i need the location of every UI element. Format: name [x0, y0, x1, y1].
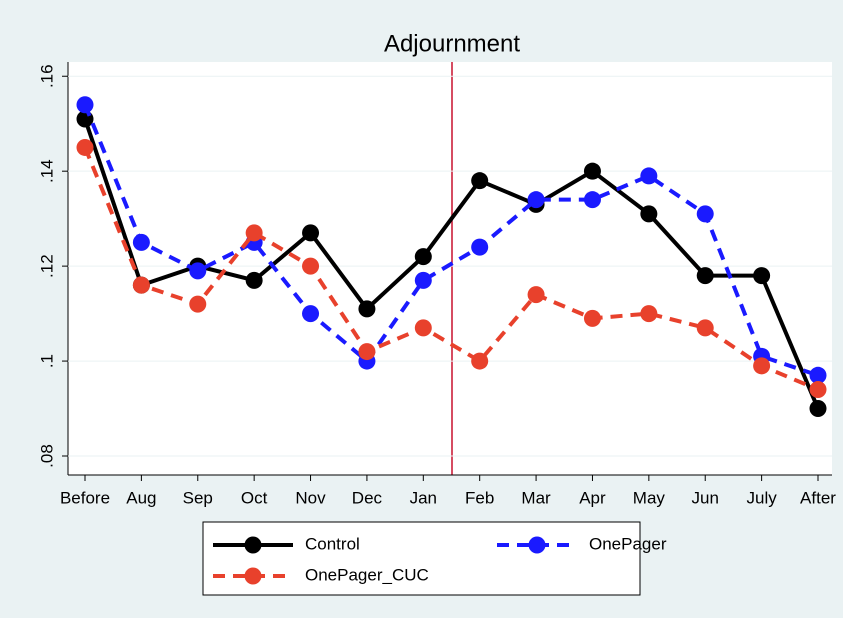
data-point [753, 267, 771, 285]
x-tick-label: After [800, 488, 836, 507]
data-point [358, 300, 376, 318]
data-point [527, 286, 545, 304]
data-point [358, 343, 376, 361]
data-point [189, 262, 207, 280]
x-tick-label: Dec [352, 488, 383, 507]
legend-marker [528, 536, 546, 554]
data-point [414, 319, 432, 337]
y-tick-label: .1 [37, 354, 56, 368]
series-line [83, 118, 820, 410]
data-point [471, 238, 489, 256]
data-point [471, 172, 489, 190]
chart-title: Adjournment [384, 30, 520, 57]
plot-area [68, 62, 832, 475]
data-point [302, 224, 320, 242]
y-tick-label: .12 [37, 254, 56, 278]
series-line [83, 103, 819, 378]
data-point [809, 400, 827, 418]
data-point [245, 271, 263, 289]
x-tick-label: Jan [410, 488, 437, 507]
data-point [583, 309, 601, 327]
data-point [76, 138, 94, 156]
x-tick-label: July [746, 488, 777, 507]
data-point [414, 248, 432, 266]
data-point [245, 224, 263, 242]
data-point [809, 366, 827, 384]
x-tick-label: May [633, 488, 666, 507]
y-tick-label: .14 [37, 159, 56, 183]
data-point [132, 233, 150, 251]
x-tick-label: Sep [183, 488, 213, 507]
data-point [302, 305, 320, 323]
x-tick-label: Before [60, 488, 110, 507]
y-tick-label: .08 [37, 444, 56, 468]
data-point [809, 381, 827, 399]
legend-label: OnePager [589, 534, 667, 553]
data-point [696, 319, 714, 337]
data-point [132, 276, 150, 294]
data-point [527, 191, 545, 209]
data-point [753, 357, 771, 375]
legend [202, 521, 641, 596]
data-point [640, 205, 658, 223]
data-point [583, 162, 601, 180]
series-line [83, 146, 819, 392]
x-tick-label: Feb [465, 488, 494, 507]
data-point [189, 295, 207, 313]
data-point [640, 167, 658, 185]
data-point [583, 191, 601, 209]
legend-marker [244, 567, 262, 585]
data-point [302, 257, 320, 275]
y-tick-label: .16 [37, 64, 56, 88]
data-point [76, 96, 94, 114]
data-point [696, 267, 714, 285]
x-tick-label: Apr [579, 488, 606, 507]
x-tick-label: Aug [126, 488, 156, 507]
x-tick-label: Mar [521, 488, 551, 507]
data-point [640, 305, 658, 323]
x-tick-label: Jun [692, 488, 719, 507]
legend-marker [244, 536, 262, 554]
data-point [414, 271, 432, 289]
legend-label: Control [305, 534, 360, 553]
x-tick-label: Oct [241, 488, 268, 507]
legend-label: OnePager_CUC [305, 565, 429, 584]
data-point [696, 205, 714, 223]
x-tick-label: Nov [295, 488, 326, 507]
data-point [471, 352, 489, 370]
